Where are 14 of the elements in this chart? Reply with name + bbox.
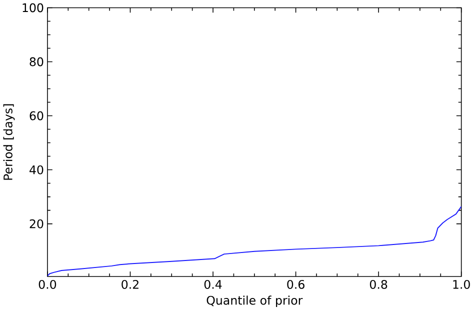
x-tick-label: 0.6 xyxy=(287,280,304,289)
x-tick-label: 1.0 xyxy=(453,280,470,289)
y-tick-label: 20 xyxy=(30,219,44,228)
x-axis-title: Quantile of prior xyxy=(206,295,303,307)
x-tick-label: 0.0 xyxy=(38,280,56,289)
y-tick-label: 80 xyxy=(30,57,44,66)
x-tick-label: 0.8 xyxy=(370,280,388,289)
x-tick-label: 0.2 xyxy=(122,280,138,289)
y-axis-title: Period [days] xyxy=(3,104,15,180)
line-series xyxy=(47,206,462,276)
x-tick-label: 0.4 xyxy=(204,280,222,289)
y-tick-label: 100 xyxy=(22,3,44,12)
y-tick-label: 40 xyxy=(30,165,44,174)
y-tick-label: 60 xyxy=(30,111,44,120)
